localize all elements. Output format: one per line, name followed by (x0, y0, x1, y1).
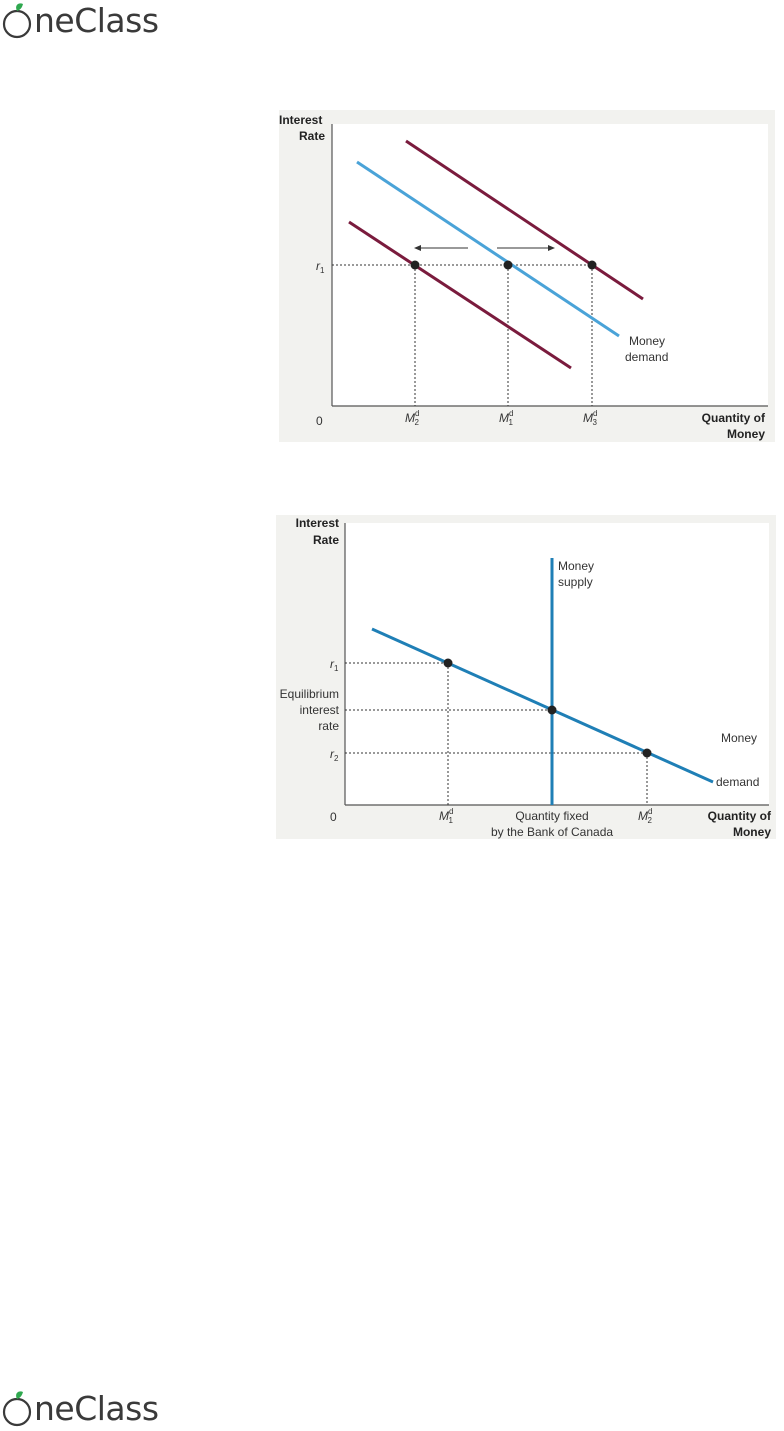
figure2-money-demand-curve (371, 627, 714, 784)
figure1-point-m3 (587, 260, 597, 270)
figure2-supply-label-1: Money (558, 559, 594, 573)
figure1-point-m2 (410, 260, 420, 270)
figure1-curve-label-1: Money (629, 334, 665, 348)
figure2-point-equilibrium (547, 705, 557, 715)
figure2-x-axis-label-2: Money (733, 825, 771, 839)
figure1-y-axis-label-2: Rate (299, 129, 325, 143)
figure1-demand-curve-right (405, 139, 644, 301)
logo-o-leaf-icon (2, 1391, 32, 1427)
figure2-r2-label: r2 (330, 747, 339, 763)
figure2-point-m2 (642, 748, 652, 758)
figure2-eq-label-2: interest (300, 703, 340, 717)
figure1-svg: Interest Rate 0 r1 Md 2 Md 1 Md 3 Quantity … (279, 113, 768, 441)
figure2-eq-label-3: rate (318, 719, 339, 733)
figure2-point-m1 (443, 658, 453, 668)
figure2-y-axis-label-2: Rate (313, 533, 339, 547)
figure2-y-axis-label-1: Interest (296, 516, 339, 530)
figure1-left-arrowhead (414, 245, 421, 251)
figure2-m2-label: Md 2 (638, 807, 652, 825)
figure2-plot-area (345, 523, 769, 805)
figure2-svg: Interest Rate r1 Equilibrium interest ra… (280, 516, 772, 839)
figure2-eq-label-1: Equilibrium (280, 687, 339, 701)
figure2-demand-label-2: demand (716, 775, 759, 789)
figure2-demand-label-1: Money (721, 731, 757, 745)
figure2-origin: 0 (330, 810, 337, 824)
figure1-y-axis-label-1: Interest (279, 113, 322, 127)
money-demand-shift-figure: Interest Rate 0 r1 Md 2 Md 1 Md 3 Quantity … (279, 110, 775, 442)
oneclass-logo-footer: neClass (0, 1390, 159, 1428)
figure2-quantity-fixed-1: Quantity fixed (515, 809, 588, 823)
figure1-right-arrowhead (548, 245, 555, 251)
figure2-supply-label-2: supply (558, 575, 593, 589)
figure1-r1-label: r1 (316, 259, 325, 275)
figure1-point-m1 (503, 260, 513, 270)
money-market-equilibrium-figure: Interest Rate r1 Equilibrium interest ra… (276, 515, 776, 839)
figure2-quantity-fixed-2: by the Bank of Canada (491, 825, 613, 839)
figure1-m1-label: Md 1 (499, 409, 513, 427)
logo-o-leaf-icon (2, 3, 32, 39)
figure1-demand-curve-original (356, 160, 620, 338)
figure2-r1-label: r1 (330, 657, 339, 673)
figure1-origin: 0 (316, 414, 323, 428)
figure1-x-axis-label-2: Money (727, 427, 765, 441)
figure1-curve-label-2: demand (625, 350, 668, 364)
figure1-m3-label: Md 3 (583, 409, 597, 427)
figure2-m1-label: Md 1 (439, 807, 453, 825)
figure1-demand-curve-left (348, 220, 572, 370)
logo-text: neClass (34, 1389, 159, 1428)
oneclass-logo: neClass (0, 2, 159, 40)
figure1-x-axis-label-1: Quantity of (702, 411, 766, 425)
logo-text: neClass (34, 1, 159, 40)
figure1-m2-label: Md 2 (405, 409, 419, 427)
figure2-x-axis-label-1: Quantity of (708, 809, 772, 823)
